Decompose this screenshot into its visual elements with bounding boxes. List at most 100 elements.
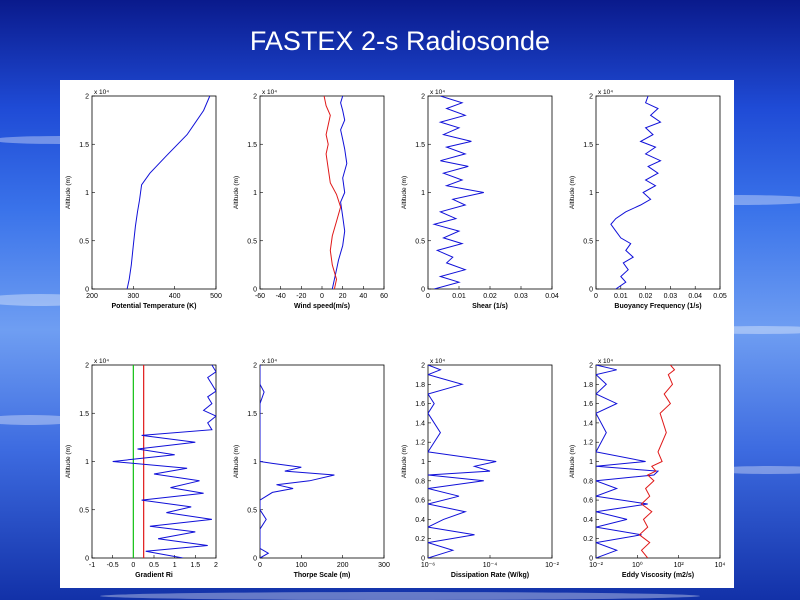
x-axis-label: Shear (1/s) xyxy=(472,303,508,310)
y-tick-label: 1 xyxy=(589,190,593,197)
y-multiplier-label: x 10⁴ xyxy=(94,89,109,96)
y-tick-label: 1.5 xyxy=(583,142,593,149)
y-tick-label: 0.5 xyxy=(79,238,89,245)
subplot-3: 0 0.01 0.02 0.03 0.04 0 0.5 1 1.5 2 x 10⁴ Shear (1/… xyxy=(401,89,559,310)
y-tick-label: 0 xyxy=(589,556,593,563)
figure-panel: 200 300 400 500 0 0.5 1 1.5 2 x 10⁴ Potential Temp… xyxy=(60,80,734,588)
y-tick-label: 1.4 xyxy=(583,420,593,427)
x-tick-label: 1 xyxy=(173,562,177,569)
x-axis-label: Wind speed(m/s) xyxy=(294,303,350,310)
x-tick-label: 1.5 xyxy=(190,562,200,569)
y-tick-label: 1.8 xyxy=(583,382,593,389)
y-tick-label: 1.6 xyxy=(583,401,593,408)
series-line-1 xyxy=(331,96,348,289)
y-tick-label: 0.4 xyxy=(583,517,593,524)
y-tick-label: 0 xyxy=(421,556,425,563)
y-tick-label: 2 xyxy=(421,94,425,101)
y-tick-label: 1.6 xyxy=(415,401,425,408)
series-line-2 xyxy=(323,96,342,289)
y-tick-label: 1 xyxy=(421,190,425,197)
y-axis-label: Altitude (m) xyxy=(401,176,408,209)
y-axis-label: Altitude (m) xyxy=(233,445,240,478)
y-tick-label: 0.5 xyxy=(415,238,425,245)
series-line-1 xyxy=(596,365,660,558)
y-multiplier-label: x 10⁴ xyxy=(94,358,109,365)
x-tick-label: -60 xyxy=(255,293,265,300)
y-axis-label: Altitude (m) xyxy=(569,445,576,478)
x-axis-label: Gradient Ri xyxy=(135,572,173,579)
y-tick-label: 1 xyxy=(253,459,257,466)
plot-frame xyxy=(595,95,721,290)
y-tick-label: 1.5 xyxy=(247,142,257,149)
x-tick-label: 0.01 xyxy=(452,293,466,300)
x-tick-label: -40 xyxy=(276,293,286,300)
x-tick-label: 0 xyxy=(320,293,324,300)
y-multiplier-label: x 10⁴ xyxy=(598,358,613,365)
x-tick-label: 0.04 xyxy=(545,293,559,300)
y-tick-label: 0.4 xyxy=(415,517,425,524)
x-tick-label: -20 xyxy=(296,293,306,300)
plot-frame xyxy=(595,364,721,559)
x-tick-label: 0.01 xyxy=(614,293,628,300)
plot-frame xyxy=(259,95,385,290)
y-tick-label: 1 xyxy=(421,459,425,466)
x-tick-label: -0.5 xyxy=(107,562,119,569)
y-axis-label: Altitude (m) xyxy=(65,445,72,478)
x-tick-label: 0.5 xyxy=(149,562,159,569)
y-tick-label: 1.8 xyxy=(415,382,425,389)
series-line-1 xyxy=(432,96,484,289)
y-tick-label: 2 xyxy=(421,363,425,370)
x-tick-label: 0.05 xyxy=(713,293,727,300)
x-axis-label: Dissipation Rate (W/kg) xyxy=(451,572,529,579)
x-tick-label: 0.04 xyxy=(688,293,702,300)
y-tick-label: 0 xyxy=(85,556,89,563)
x-tick-label: 10² xyxy=(674,562,685,569)
plot-frame xyxy=(427,95,553,290)
subplot-6: 0 100 200 300 0 0.5 1 1.5 2 x 10⁴ Thorpe Scale (m)… xyxy=(233,358,390,579)
y-tick-label: 0.8 xyxy=(583,478,593,485)
y-tick-label: 0.5 xyxy=(79,507,89,514)
x-tick-label: 100 xyxy=(295,562,307,569)
x-tick-label: 0.03 xyxy=(514,293,528,300)
subplot-5: -1 -0.5 0 0.5 1 1.5 2 0 0.5 1 1.5 2 x 10⁴ Gradient Ri… xyxy=(65,358,218,579)
x-tick-label: 0 xyxy=(426,293,430,300)
x-tick-label: 0.03 xyxy=(664,293,678,300)
y-tick-label: 0.8 xyxy=(415,478,425,485)
x-tick-label: 20 xyxy=(339,293,347,300)
plot-frame xyxy=(91,95,217,290)
x-tick-label: 300 xyxy=(127,293,139,300)
series-line-1 xyxy=(610,96,662,289)
x-axis-label: Eddy Viscosity (m2/s) xyxy=(622,572,694,579)
y-tick-label: 0.2 xyxy=(415,536,425,543)
x-tick-label: 0.02 xyxy=(483,293,497,300)
x-tick-label: 200 xyxy=(337,562,349,569)
series-line-1 xyxy=(428,365,497,558)
x-tick-label: 10⁻⁴ xyxy=(483,562,498,569)
subplot-7: 10⁻⁶ 10⁻⁴ 10⁻² 0 0.2 0.4 0.6 0.8 1 1.2 1.4 1.6 1.8 2x… xyxy=(401,358,560,579)
y-tick-label: 2 xyxy=(253,94,257,101)
series-line-1 xyxy=(126,96,211,289)
y-axis-label: Altitude (m) xyxy=(569,176,576,209)
y-tick-label: 1 xyxy=(85,459,89,466)
y-tick-label: 2 xyxy=(85,94,89,101)
y-tick-label: 0 xyxy=(253,556,257,563)
x-tick-label: 0 xyxy=(131,562,135,569)
x-tick-label: 0 xyxy=(258,562,262,569)
y-multiplier-label: x 10⁴ xyxy=(430,89,445,96)
y-tick-label: 1.5 xyxy=(79,142,89,149)
y-tick-label: 0.2 xyxy=(583,536,593,543)
subplot-2: -60 -40 -20 0 20 40 60 0 0.5 1 1.5 2 x 10⁴ Wind speed… xyxy=(233,89,388,310)
x-tick-label: 40 xyxy=(359,293,367,300)
x-tick-label: -1 xyxy=(89,562,95,569)
plot-frame xyxy=(427,364,553,559)
y-tick-label: 2 xyxy=(253,363,257,370)
series-line-1 xyxy=(260,365,335,558)
x-tick-label: 500 xyxy=(210,293,222,300)
y-tick-label: 2 xyxy=(589,94,593,101)
x-tick-label: 10⁻⁶ xyxy=(421,562,435,569)
x-axis-label: Buoyancy Frequency (1/s) xyxy=(614,303,701,310)
y-axis-label: Altitude (m) xyxy=(233,176,240,209)
y-tick-label: 2 xyxy=(85,363,89,370)
subplot-1: 200 300 400 500 0 0.5 1 1.5 2 x 10⁴ Potential Temp… xyxy=(65,89,222,310)
y-multiplier-label: x 10⁴ xyxy=(262,358,277,365)
